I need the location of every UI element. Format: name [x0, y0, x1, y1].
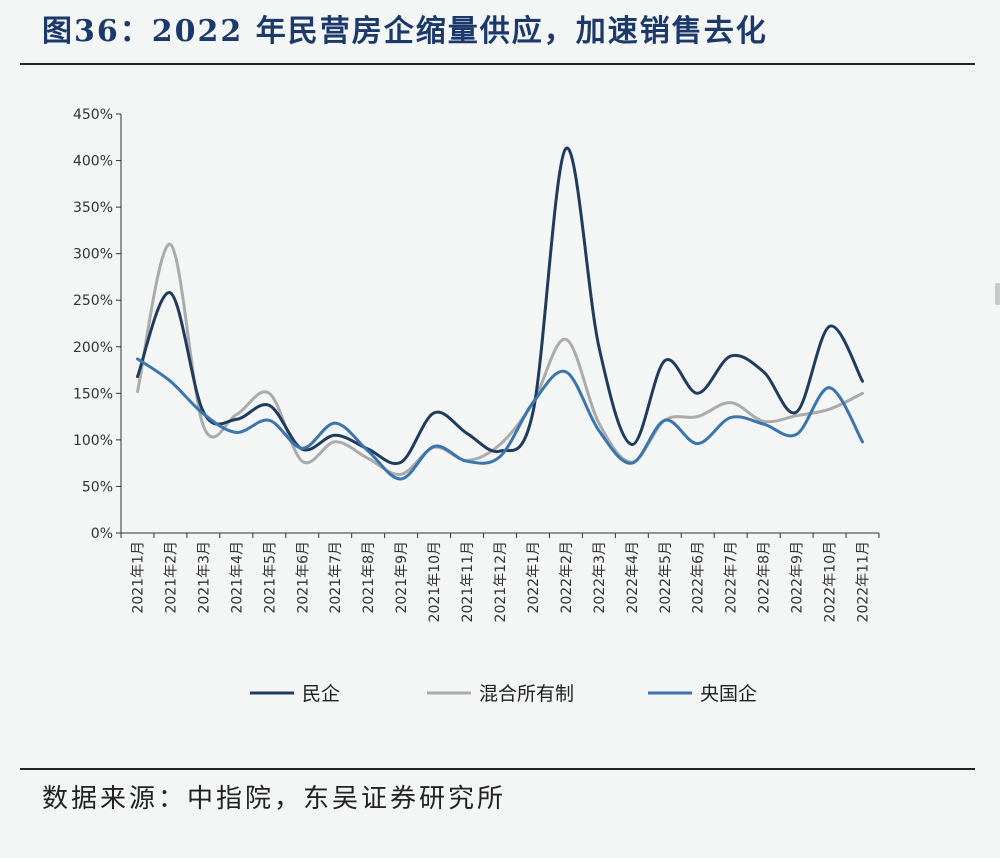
x-tick-label: 2021年7月	[328, 541, 344, 614]
x-tick-label: 2022年10月	[823, 541, 839, 622]
x-tick-label: 2021年10月	[427, 541, 443, 622]
x-tick-label: 2021年8月	[361, 541, 377, 614]
y-tick-label: 150%	[73, 386, 113, 402]
source-note: 数据来源：中指院，东吴证券研究所	[42, 784, 507, 814]
title-rule	[20, 63, 975, 65]
legend-label-2: 混合所有制	[479, 683, 574, 705]
x-tick-label: 2022年2月	[559, 541, 575, 614]
x-tick-label: 2021年1月	[130, 541, 146, 614]
x-tick-label: 2021年4月	[229, 541, 245, 614]
x-tick-label: 2022年9月	[790, 541, 806, 614]
x-tick-label: 2021年5月	[262, 541, 278, 614]
y-tick-label: 100%	[73, 433, 113, 449]
series-line-1	[136, 146, 864, 466]
x-tick-label: 2021年3月	[196, 541, 212, 614]
scrollbar-handle[interactable]	[995, 283, 1000, 305]
x-tick-label: 2021年12月	[493, 541, 509, 622]
y-tick-label: 400%	[73, 154, 113, 170]
y-tick-label: 0%	[91, 526, 113, 542]
legend-label-3: 央国企	[700, 683, 757, 705]
x-tick-label: 2021年2月	[163, 541, 179, 614]
chart-area: 0% 50% 100% 150% 200% 250% 300% 350% 400% 450% 202…	[20, 75, 975, 765]
x-tick-label: 2022年8月	[757, 541, 773, 614]
y-tick-label: 350%	[73, 200, 113, 216]
figure-title: 图36：2022 年民营房企缩量供应，加速销售去化	[42, 14, 768, 49]
x-tick-label: 2022年4月	[625, 541, 641, 614]
y-tick-label: 450%	[73, 107, 113, 123]
x-tick-label: 2022年6月	[691, 541, 707, 614]
x-tick-label: 2022年11月	[856, 541, 872, 622]
x-tick-label: 2022年3月	[592, 541, 608, 614]
y-tick-label: 200%	[73, 340, 113, 356]
x-tick-label: 2021年6月	[295, 541, 311, 614]
x-tick-label: 2022年7月	[724, 541, 740, 614]
line-chart: 0% 50% 100% 150% 200% 250% 300% 350% 400% 450% 202…	[73, 107, 880, 705]
legend-label-1: 民企	[302, 683, 340, 705]
x-tick-label: 2022年1月	[526, 541, 542, 614]
x-tick-label: 2022年5月	[658, 541, 674, 614]
y-tick-label: 50%	[82, 479, 113, 495]
y-tick-label: 300%	[73, 247, 113, 263]
source-rule	[20, 768, 975, 770]
series-line-3	[136, 357, 864, 481]
x-tick-label: 2021年9月	[394, 541, 410, 614]
series-line-2	[136, 242, 864, 476]
x-tick-label: 2021年11月	[460, 541, 476, 622]
y-tick-label: 250%	[73, 293, 113, 309]
